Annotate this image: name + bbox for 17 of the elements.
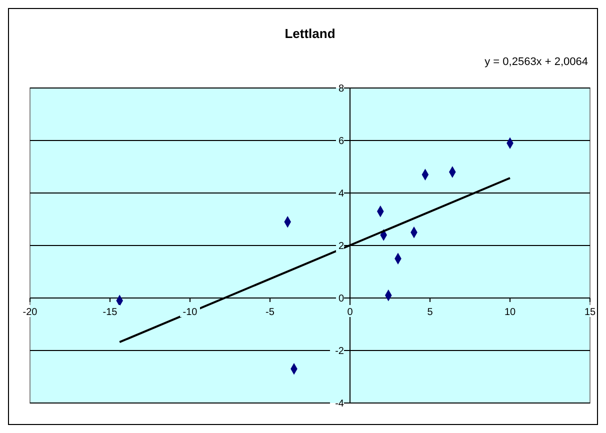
y-tick-label: 8 (338, 84, 344, 94)
chart-title: Lettland (284, 26, 336, 41)
y-tick-label: -4 (335, 398, 344, 410)
x-tick-label: 10 (504, 307, 516, 318)
x-tick-label: 5 (427, 307, 434, 318)
x-tick-label: -15 (102, 307, 118, 318)
x-tick-label: 15 (584, 307, 596, 318)
x-tick-label: 0 (347, 307, 354, 318)
x-tick-label: -10 (182, 307, 198, 318)
y-tick-label: 2 (338, 241, 344, 252)
text: y = 0,2563x + 2,0064 (484, 56, 588, 68)
y-tick-label: -2 (335, 346, 344, 357)
y-tick-label: 6 (338, 136, 344, 147)
x-tick-label: -20 (22, 307, 38, 318)
y-tick-label: 0 (338, 294, 344, 304)
x-tick-label: -5 (266, 307, 275, 318)
y-tick-label: 4 (338, 188, 344, 200)
